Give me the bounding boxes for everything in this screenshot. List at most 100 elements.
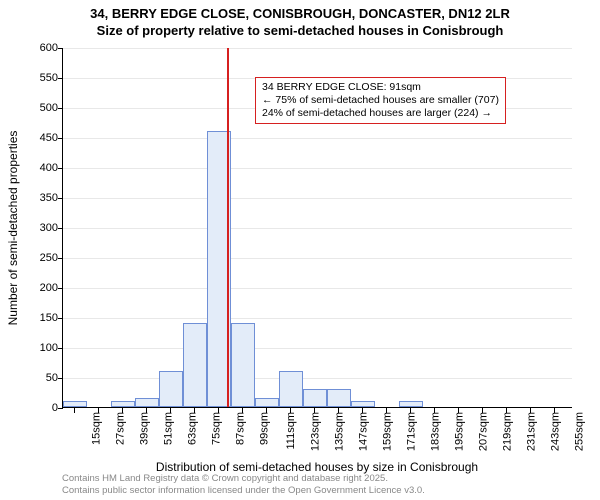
xtick-label: 39sqm (139, 412, 151, 445)
annotation-line3: 24% of semi-detached houses are larger (… (262, 107, 499, 120)
ytick-label: 600 (18, 42, 58, 54)
xtick-mark (482, 408, 483, 413)
xtick-mark (218, 408, 219, 413)
ytick-label: 0 (18, 402, 58, 414)
gridline (63, 258, 572, 259)
ytick-mark (58, 198, 63, 199)
ytick-label: 550 (18, 72, 58, 84)
gridline (63, 168, 572, 169)
footer-line2: Contains public sector information licen… (62, 485, 425, 497)
xtick-label: 75sqm (211, 412, 223, 445)
histogram-bar (159, 371, 183, 407)
xtick-label: 231sqm (526, 412, 538, 451)
xtick-mark (242, 408, 243, 413)
gridline (63, 48, 572, 49)
histogram-bar (351, 401, 375, 407)
xtick-label: 111sqm (285, 412, 297, 450)
xtick-mark (386, 408, 387, 413)
histogram-bar (183, 323, 207, 407)
xtick-mark (266, 408, 267, 413)
ytick-mark (58, 258, 63, 259)
histogram-bar (135, 398, 159, 407)
xtick-label: 243sqm (550, 412, 562, 451)
footer-attribution: Contains HM Land Registry data © Crown c… (62, 473, 425, 497)
xtick-label: 87sqm (235, 412, 247, 445)
ytick-mark (58, 288, 63, 289)
ytick-mark (58, 78, 63, 79)
histogram-bar (279, 371, 303, 407)
xtick-mark (74, 408, 75, 413)
ytick-label: 350 (18, 192, 58, 204)
xtick-label: 51sqm (163, 412, 175, 445)
ytick-label: 100 (18, 342, 58, 354)
xtick-label: 207sqm (478, 412, 490, 451)
xtick-label: 171sqm (406, 412, 418, 451)
ytick-label: 450 (18, 132, 58, 144)
annotation-box: 34 BERRY EDGE CLOSE: 91sqm ← 75% of semi… (255, 77, 506, 124)
ytick-mark (58, 48, 63, 49)
xtick-label: 219sqm (502, 412, 514, 451)
xtick-mark (506, 408, 507, 413)
xtick-label: 63sqm (187, 412, 199, 445)
gridline (63, 348, 572, 349)
xtick-label: 147sqm (358, 412, 370, 451)
xtick-mark (122, 408, 123, 413)
xtick-mark (554, 408, 555, 413)
xtick-label: 255sqm (574, 412, 586, 451)
xtick-mark (146, 408, 147, 413)
xtick-mark (170, 408, 171, 413)
xtick-mark (314, 408, 315, 413)
ytick-label: 250 (18, 252, 58, 264)
title-line2: Size of property relative to semi-detach… (0, 23, 600, 40)
gridline (63, 198, 572, 199)
ytick-label: 300 (18, 222, 58, 234)
gridline (63, 318, 572, 319)
xtick-label: 195sqm (454, 412, 466, 451)
chart-area: Number of semi-detached properties 05010… (62, 48, 572, 408)
plot-area: Number of semi-detached properties 05010… (62, 48, 572, 408)
xtick-label: 135sqm (334, 412, 346, 451)
xtick-label: 27sqm (115, 412, 127, 445)
ytick-mark (58, 318, 63, 319)
xtick-mark (98, 408, 99, 413)
histogram-bar (303, 389, 327, 407)
xtick-mark (338, 408, 339, 413)
gridline (63, 228, 572, 229)
xtick-label: 183sqm (430, 412, 442, 451)
ytick-mark (58, 408, 63, 409)
ytick-label: 500 (18, 102, 58, 114)
ytick-label: 150 (18, 312, 58, 324)
histogram-bar (111, 401, 135, 407)
xtick-mark (410, 408, 411, 413)
annotation-line1: 34 BERRY EDGE CLOSE: 91sqm (262, 81, 499, 94)
histogram-bar (399, 401, 423, 407)
xtick-mark (362, 408, 363, 413)
histogram-bar (231, 323, 255, 407)
gridline (63, 138, 572, 139)
xtick-label: 159sqm (382, 412, 394, 451)
gridline (63, 378, 572, 379)
ytick-mark (58, 108, 63, 109)
xtick-label: 15sqm (91, 412, 103, 445)
title-line1: 34, BERRY EDGE CLOSE, CONISBROUGH, DONCA… (0, 6, 600, 23)
ytick-mark (58, 138, 63, 139)
ytick-mark (58, 348, 63, 349)
reference-line (227, 48, 229, 407)
ytick-label: 50 (18, 372, 58, 384)
xtick-label: 99sqm (259, 412, 271, 445)
footer-line1: Contains HM Land Registry data © Crown c… (62, 473, 425, 485)
ytick-mark (58, 378, 63, 379)
ytick-mark (58, 228, 63, 229)
histogram-bar (327, 389, 351, 407)
ytick-mark (58, 168, 63, 169)
annotation-line2: ← 75% of semi-detached houses are smalle… (262, 94, 499, 107)
xtick-mark (458, 408, 459, 413)
xtick-mark (290, 408, 291, 413)
xtick-mark (434, 408, 435, 413)
histogram-bar (255, 398, 279, 407)
x-axis-label: Distribution of semi-detached houses by … (62, 460, 572, 474)
ytick-label: 400 (18, 162, 58, 174)
xtick-mark (530, 408, 531, 413)
xtick-label: 123sqm (310, 412, 322, 451)
histogram-bar (63, 401, 87, 407)
